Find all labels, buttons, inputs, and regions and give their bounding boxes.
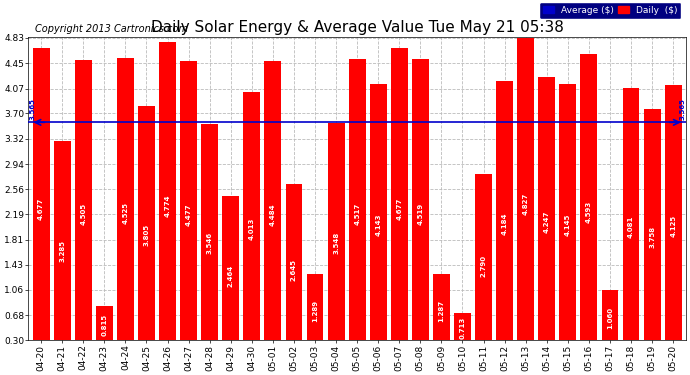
Text: 4.517: 4.517: [354, 202, 360, 225]
Text: 4.677: 4.677: [38, 198, 44, 220]
Text: 4.677: 4.677: [396, 198, 402, 220]
Bar: [518, 38, 534, 340]
Text: 4.184: 4.184: [502, 212, 508, 235]
Text: 4.477: 4.477: [186, 204, 192, 226]
Text: 3.758: 3.758: [649, 225, 655, 248]
Title: Daily Solar Energy & Average Value Tue May 21 05:38: Daily Solar Energy & Average Value Tue M…: [150, 20, 564, 34]
Bar: [454, 313, 471, 340]
Bar: [117, 58, 134, 340]
Text: 3.565: 3.565: [679, 98, 685, 120]
Bar: [560, 84, 576, 340]
Bar: [538, 77, 555, 340]
Text: 4.013: 4.013: [249, 217, 255, 240]
Bar: [644, 110, 660, 340]
Text: 4.081: 4.081: [628, 216, 634, 238]
Bar: [602, 290, 618, 340]
Text: 3.805: 3.805: [144, 224, 150, 246]
Text: 2.790: 2.790: [480, 255, 486, 277]
Bar: [159, 42, 176, 340]
Text: 3.548: 3.548: [333, 232, 339, 254]
Text: 3.285: 3.285: [59, 240, 65, 262]
Text: 4.505: 4.505: [80, 203, 86, 225]
Bar: [664, 85, 682, 340]
Text: 1.060: 1.060: [607, 306, 613, 328]
Bar: [244, 92, 260, 340]
Text: 4.125: 4.125: [670, 214, 676, 237]
Text: 0.713: 0.713: [460, 317, 466, 339]
Bar: [433, 274, 450, 340]
Text: 4.484: 4.484: [270, 203, 276, 226]
Bar: [54, 141, 70, 340]
Bar: [328, 123, 344, 340]
Text: 4.519: 4.519: [417, 202, 424, 225]
Bar: [306, 274, 324, 340]
Bar: [391, 48, 408, 340]
Bar: [496, 81, 513, 340]
Text: 1.289: 1.289: [312, 300, 318, 322]
Bar: [201, 124, 218, 340]
Bar: [370, 84, 386, 340]
Bar: [75, 60, 92, 340]
Text: 4.525: 4.525: [122, 202, 128, 224]
Bar: [622, 88, 640, 340]
Text: 4.774: 4.774: [164, 195, 170, 217]
Text: 4.593: 4.593: [586, 200, 592, 222]
Text: 4.247: 4.247: [544, 211, 550, 233]
Bar: [96, 306, 112, 340]
Text: 4.827: 4.827: [523, 193, 529, 216]
Text: 3.565: 3.565: [29, 98, 35, 120]
Text: 2.464: 2.464: [228, 264, 234, 286]
Bar: [264, 61, 282, 340]
Bar: [580, 54, 598, 340]
Text: 3.546: 3.546: [207, 232, 213, 254]
Bar: [222, 196, 239, 340]
Bar: [348, 59, 366, 340]
Text: 4.145: 4.145: [565, 214, 571, 236]
Text: 1.287: 1.287: [438, 300, 444, 322]
Bar: [180, 62, 197, 340]
Bar: [412, 58, 428, 340]
Bar: [138, 106, 155, 340]
Text: 0.815: 0.815: [101, 314, 108, 336]
Legend: Average ($), Daily  ($): Average ($), Daily ($): [539, 2, 681, 18]
Text: Copyright 2013 Cartronics.com: Copyright 2013 Cartronics.com: [35, 24, 188, 34]
Bar: [32, 48, 50, 340]
Text: 4.143: 4.143: [375, 214, 381, 236]
Text: 2.645: 2.645: [291, 259, 297, 281]
Bar: [475, 174, 492, 340]
Bar: [286, 184, 302, 340]
